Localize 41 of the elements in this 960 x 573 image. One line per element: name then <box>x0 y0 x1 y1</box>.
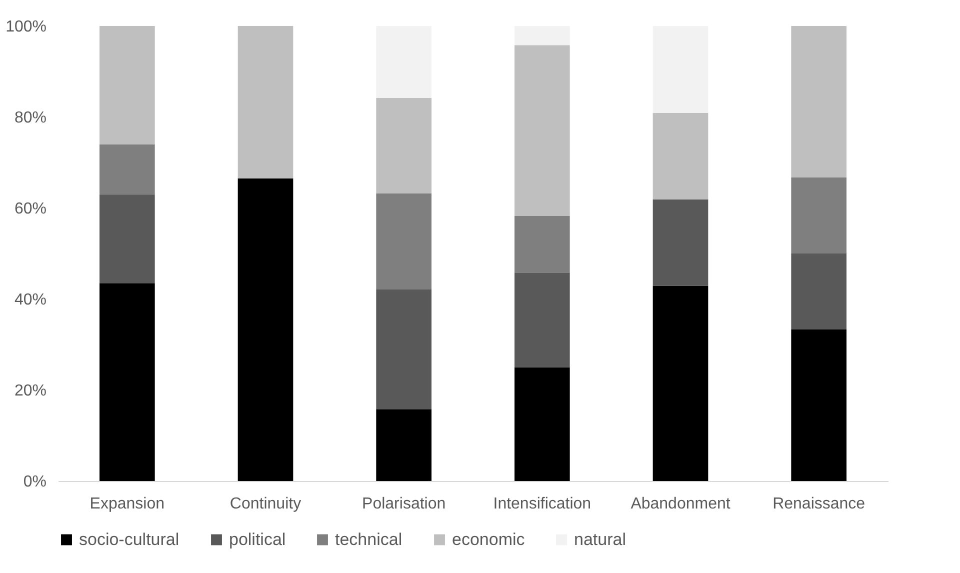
bar <box>791 26 846 178</box>
bar <box>100 26 155 144</box>
x-tick-label: Continuity <box>230 496 302 512</box>
y-tick-label: 100% <box>6 18 46 36</box>
bar <box>514 26 570 46</box>
y-tick-label: 40% <box>14 292 46 308</box>
bar <box>514 216 570 273</box>
bar <box>514 367 570 481</box>
bar <box>652 26 708 113</box>
bar <box>376 409 432 481</box>
bar <box>100 144 155 194</box>
legend-label: economic <box>452 530 526 549</box>
bar <box>514 45 570 216</box>
bar <box>652 112 708 200</box>
bar <box>652 199 708 286</box>
bar <box>376 98 432 194</box>
bar <box>238 178 294 481</box>
y-tick-label: 60% <box>14 200 46 218</box>
y-tick-label: 0% <box>23 474 46 490</box>
x-tick-label: Intensification <box>493 496 592 512</box>
bar <box>238 26 294 178</box>
bar <box>376 193 432 290</box>
bar <box>100 194 155 284</box>
legend-label: technical <box>335 530 402 549</box>
bar <box>791 329 846 481</box>
x-tick-label: Polarisation <box>362 496 446 512</box>
y-tick-label: 20% <box>14 382 46 400</box>
bar <box>791 254 846 330</box>
bar <box>514 272 570 368</box>
x-tick-label: Expansion <box>90 496 165 512</box>
bar <box>376 289 432 410</box>
bar <box>100 283 155 481</box>
y-tick-label: 80% <box>14 110 46 126</box>
x-tick-label: Abandonment <box>630 496 731 512</box>
bar <box>652 286 708 481</box>
legend-label: natural <box>574 530 626 549</box>
legend-label: political <box>229 530 286 549</box>
bar <box>376 26 432 98</box>
legend-label: socio-cultural <box>79 530 180 549</box>
x-tick-label: Renaissance <box>772 496 866 512</box>
bar <box>791 178 846 254</box>
